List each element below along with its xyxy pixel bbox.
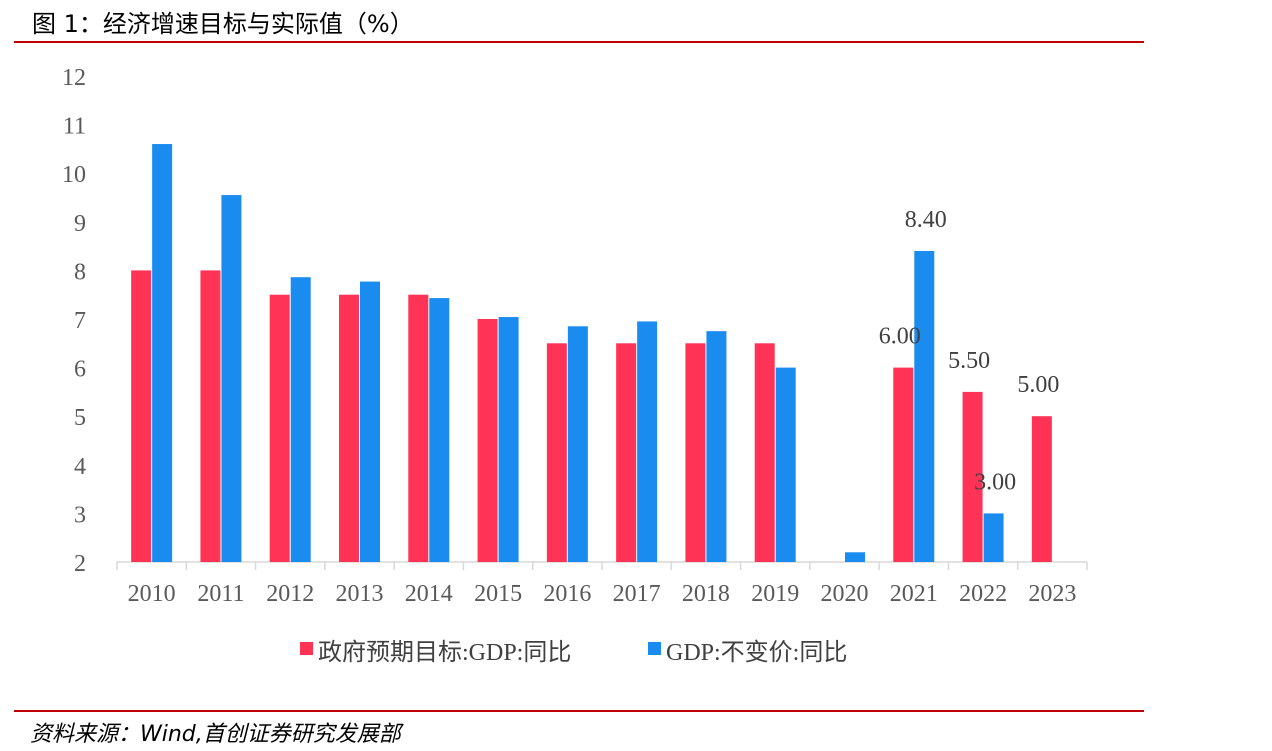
bar-target xyxy=(893,367,914,562)
legend-label-target: 政府预期目标:GDP:同比 xyxy=(318,639,571,666)
y-tick-label: 8 xyxy=(74,259,86,285)
x-tick-label: 2015 xyxy=(474,581,522,607)
source-divider xyxy=(14,710,1144,712)
x-tick-label: 2020 xyxy=(821,581,869,607)
y-tick-label: 5 xyxy=(74,405,86,431)
bar-target xyxy=(269,294,290,562)
bar-actual xyxy=(429,298,450,562)
bar-chart: 2 3 4 5 6 7 8 9 10 11 12 2010 2011 2012 2013 2014 2015 20… xyxy=(62,65,1088,666)
x-tick-label: 2014 xyxy=(405,581,453,607)
x-tick-label: 2010 xyxy=(128,581,176,607)
y-tick-label: 3 xyxy=(74,502,86,528)
x-tick-label: 2019 xyxy=(751,581,799,607)
x-tick-label: 2021 xyxy=(890,581,938,607)
data-label: 5.50 xyxy=(948,348,990,374)
bar-actual xyxy=(775,367,796,562)
bar-target xyxy=(200,270,221,562)
y-tick-label: 9 xyxy=(74,211,86,237)
x-tick-label: 2023 xyxy=(1028,581,1076,607)
bar-actual xyxy=(152,144,173,563)
bar-actual xyxy=(637,321,658,562)
bar-actual xyxy=(290,277,311,562)
bar-actual xyxy=(498,317,519,562)
y-tick-label: 12 xyxy=(62,65,86,91)
legend-swatch-actual xyxy=(648,642,661,655)
x-tick-label: 2013 xyxy=(336,581,384,607)
x-tick-label: 2018 xyxy=(682,581,730,607)
bar-target xyxy=(477,319,498,562)
bar-actual xyxy=(914,250,935,562)
legend-label-actual: GDP:不变价:同比 xyxy=(666,639,847,666)
bar-actual xyxy=(706,331,727,562)
x-tick-label: 2011 xyxy=(197,581,244,607)
x-tick-label: 2017 xyxy=(613,581,661,607)
title-divider xyxy=(14,41,1144,43)
data-label: 8.40 xyxy=(905,207,947,233)
y-tick-label: 4 xyxy=(74,454,86,480)
x-tick-label: 2022 xyxy=(959,581,1007,607)
bar-actual xyxy=(221,195,242,562)
y-tick-label: 2 xyxy=(74,551,86,577)
y-tick-label: 6 xyxy=(74,357,86,383)
x-tick-label: 2016 xyxy=(543,581,591,607)
y-tick-label: 11 xyxy=(63,114,86,140)
bar-target xyxy=(339,294,359,562)
data-label: 5.00 xyxy=(1017,372,1059,398)
figure-title: 图 1：经济增速目标与实际值（%） xyxy=(32,10,414,38)
bar-actual xyxy=(983,513,1004,562)
x-tick-label: 2012 xyxy=(266,581,314,607)
bar-target xyxy=(546,343,567,562)
bar-target xyxy=(962,391,983,562)
bar-target xyxy=(616,343,637,562)
bar-target xyxy=(1031,416,1052,562)
source-note: 资料来源：Wind,首创证券研究发展部 xyxy=(30,722,401,747)
bar-target xyxy=(131,270,152,562)
y-tick-label: 7 xyxy=(74,308,86,334)
bar-target xyxy=(685,343,706,562)
bar-actual xyxy=(845,552,865,562)
data-label: 3.00 xyxy=(974,469,1016,495)
bar-target xyxy=(754,343,775,562)
legend-swatch-target xyxy=(300,642,313,655)
y-tick-label: 10 xyxy=(62,162,86,188)
bar-actual xyxy=(567,326,588,562)
data-label: 6.00 xyxy=(879,324,921,350)
bar-target xyxy=(408,294,429,562)
bar-actual xyxy=(360,281,380,562)
